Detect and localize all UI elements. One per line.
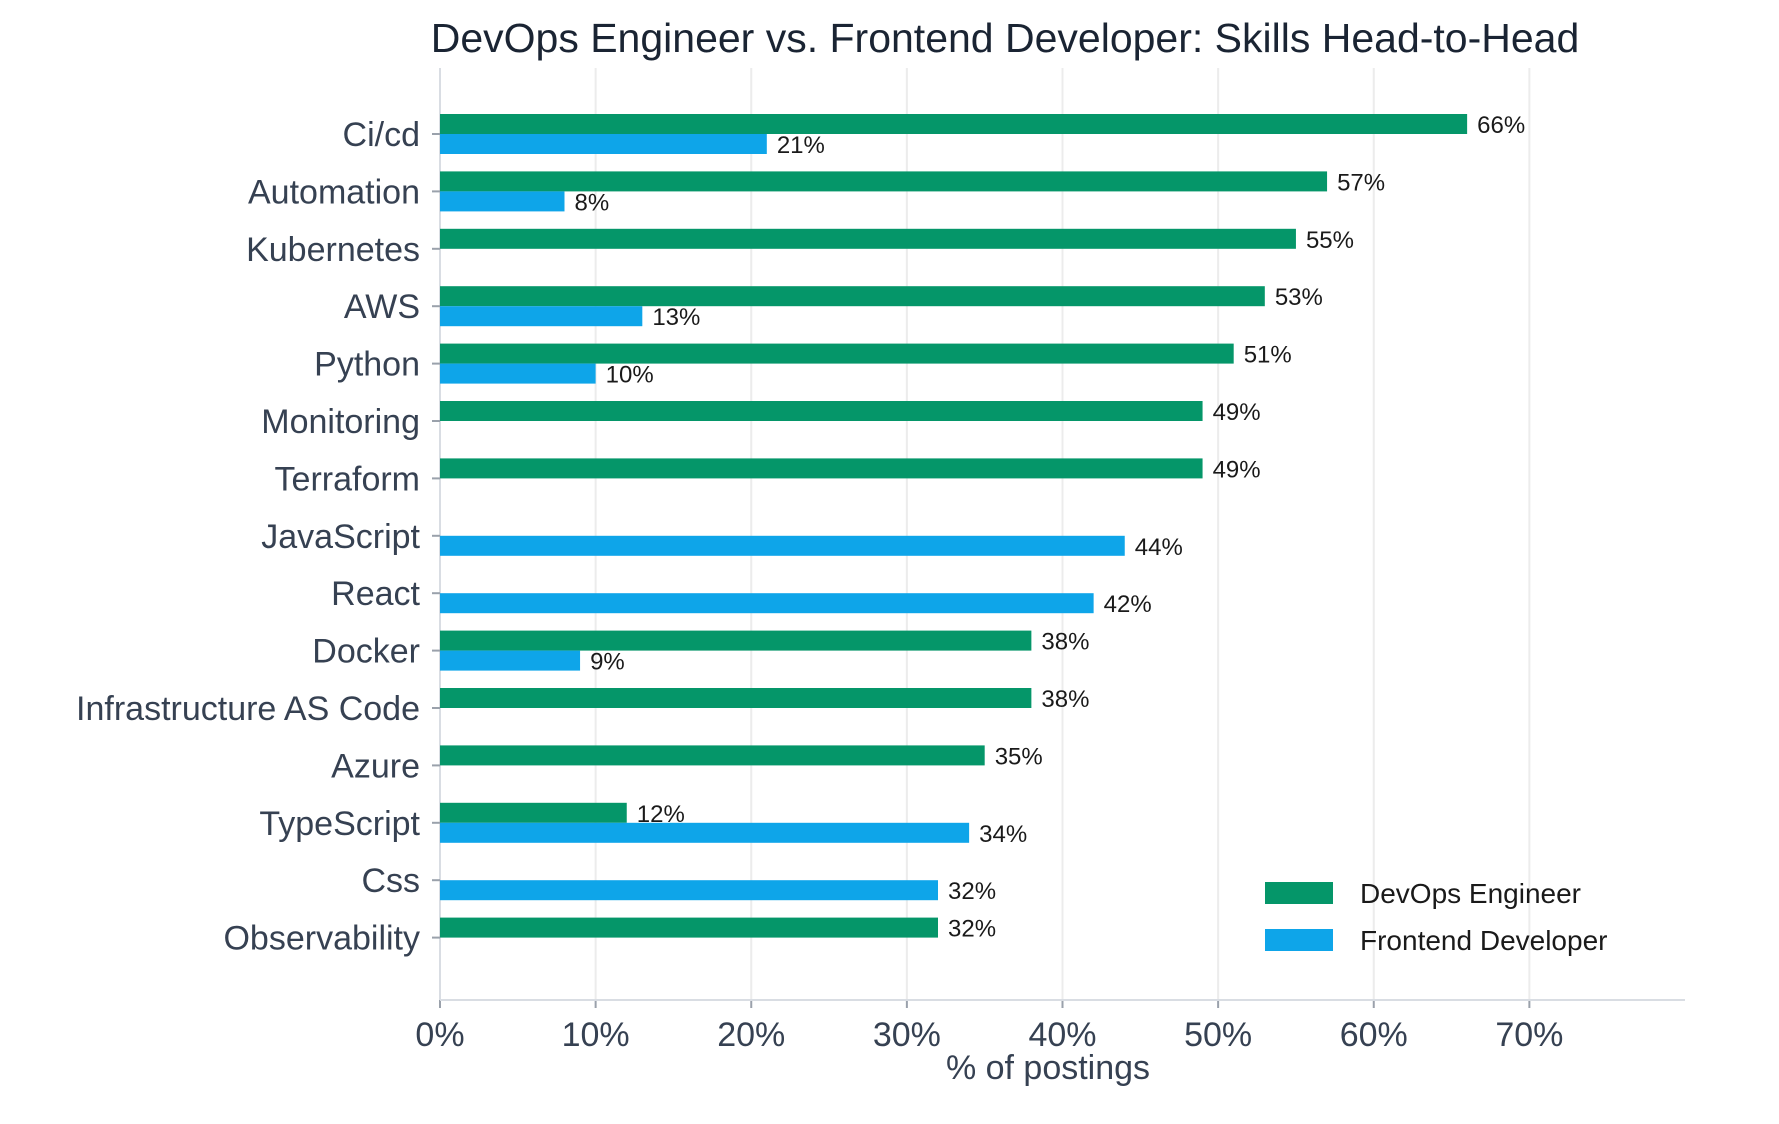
bar-devops-engineer-observability bbox=[440, 917, 938, 938]
bar-frontend-developer-react bbox=[440, 593, 1094, 614]
bar-devops-engineer-terraform bbox=[440, 458, 1203, 479]
x-tick-label: 40% bbox=[1028, 1016, 1096, 1054]
grid-lines bbox=[439, 68, 1531, 1000]
bar-frontend-developer-python bbox=[440, 363, 596, 384]
data-label-frontend-developer-aws: 13% bbox=[652, 304, 700, 331]
bar-devops-engineer-kubernetes bbox=[440, 228, 1296, 249]
data-labels: 66% 21% 57% 8% 55% 53% 13% 51% 10% 49% 49% 44% 42% 38… bbox=[575, 112, 1526, 943]
chart-title: DevOps Engineer vs. Frontend Developer: … bbox=[431, 15, 1580, 61]
bar-frontend-developer-aws bbox=[440, 306, 643, 327]
data-label-devops-engineer-docker: 38% bbox=[1041, 629, 1089, 656]
data-label-frontend-developer-javascript: 44% bbox=[1135, 534, 1183, 561]
legend-label-devops-engineer: DevOps Engineer bbox=[1360, 878, 1581, 909]
bars bbox=[440, 114, 1468, 938]
bar-devops-engineer-azure bbox=[440, 745, 985, 766]
bar-frontend-developer-typescript bbox=[440, 822, 970, 843]
x-axis-title: % of postings bbox=[946, 1049, 1150, 1087]
category-labels: Ci/cd Automation Kubernetes AWS Python Monito… bbox=[76, 116, 421, 958]
data-label-frontend-developer-docker: 9% bbox=[590, 649, 625, 676]
category-label-terraform: Terraform bbox=[275, 460, 420, 498]
x-tick-label: 70% bbox=[1495, 1016, 1563, 1054]
x-tick-label: 20% bbox=[717, 1016, 785, 1054]
bar-devops-engineer-ci-cd bbox=[440, 114, 1468, 134]
bar-devops-engineer-docker bbox=[440, 630, 1032, 651]
axes bbox=[432, 68, 1685, 1008]
data-label-devops-engineer-aws: 53% bbox=[1275, 284, 1323, 311]
bar-frontend-developer-javascript bbox=[440, 535, 1125, 556]
x-tick-label: 10% bbox=[562, 1016, 630, 1054]
bar-frontend-developer-docker bbox=[440, 650, 581, 671]
data-label-frontend-developer-ci-cd: 21% bbox=[777, 132, 825, 159]
data-label-devops-engineer-kubernetes: 55% bbox=[1306, 227, 1354, 254]
data-label-devops-engineer-observability: 32% bbox=[948, 916, 996, 943]
category-label-docker: Docker bbox=[312, 633, 420, 671]
category-label-automation: Automation bbox=[248, 173, 420, 211]
category-label-ci-cd: Ci/cd bbox=[343, 116, 420, 154]
data-label-frontend-developer-css: 32% bbox=[948, 878, 996, 905]
bar-devops-engineer-python bbox=[440, 343, 1234, 364]
data-label-devops-engineer-typescript: 12% bbox=[637, 801, 685, 828]
bar-frontend-developer-automation bbox=[440, 191, 565, 212]
data-label-devops-engineer-ci-cd: 66% bbox=[1477, 112, 1525, 139]
bar-devops-engineer-automation bbox=[440, 171, 1328, 192]
legend: DevOps Engineer Frontend Developer bbox=[1265, 878, 1607, 956]
data-label-frontend-developer-typescript: 34% bbox=[979, 821, 1027, 848]
legend-swatch-devops-engineer bbox=[1265, 882, 1333, 904]
x-tick-labels: 0% 10% 20% 30% 40% 50% 60% 70% bbox=[415, 1016, 1563, 1054]
category-label-kubernetes: Kubernetes bbox=[246, 231, 420, 269]
category-label-css: Css bbox=[361, 862, 420, 900]
data-label-devops-engineer-automation: 57% bbox=[1337, 169, 1385, 196]
category-label-infrastructure-as-code: Infrastructure AS Code bbox=[76, 690, 420, 728]
x-tick-label: 30% bbox=[873, 1016, 941, 1054]
data-label-frontend-developer-react: 42% bbox=[1104, 591, 1152, 618]
category-label-javascript: JavaScript bbox=[261, 518, 420, 556]
category-label-react: React bbox=[331, 575, 420, 613]
x-tick-label: 50% bbox=[1184, 1016, 1252, 1054]
bar-devops-engineer-infrastructure-as-code bbox=[440, 688, 1032, 708]
bar-devops-engineer-aws bbox=[440, 286, 1265, 307]
data-label-devops-engineer-terraform: 49% bbox=[1213, 456, 1261, 483]
data-label-frontend-developer-automation: 8% bbox=[575, 189, 610, 216]
data-label-devops-engineer-infrastructure-as-code: 38% bbox=[1041, 686, 1089, 713]
bar-devops-engineer-monitoring bbox=[440, 401, 1203, 421]
category-label-observability: Observability bbox=[223, 920, 420, 958]
legend-label-frontend-developer: Frontend Developer bbox=[1360, 925, 1607, 956]
bar-devops-engineer-typescript bbox=[440, 802, 627, 823]
category-label-aws: AWS bbox=[344, 288, 420, 326]
legend-swatch-frontend-developer bbox=[1265, 929, 1333, 951]
data-label-frontend-developer-python: 10% bbox=[606, 362, 654, 389]
data-label-devops-engineer-python: 51% bbox=[1244, 342, 1292, 369]
category-label-azure: Azure bbox=[331, 747, 420, 785]
category-label-typescript: TypeScript bbox=[259, 805, 420, 843]
category-label-python: Python bbox=[314, 346, 420, 384]
bar-frontend-developer-css bbox=[440, 880, 938, 901]
data-label-devops-engineer-monitoring: 49% bbox=[1213, 399, 1261, 426]
x-tick-label: 0% bbox=[415, 1016, 464, 1054]
data-label-devops-engineer-azure: 35% bbox=[995, 743, 1043, 770]
x-tick-label: 60% bbox=[1340, 1016, 1408, 1054]
category-label-monitoring: Monitoring bbox=[261, 403, 420, 441]
bar-frontend-developer-ci-cd bbox=[440, 134, 767, 154]
